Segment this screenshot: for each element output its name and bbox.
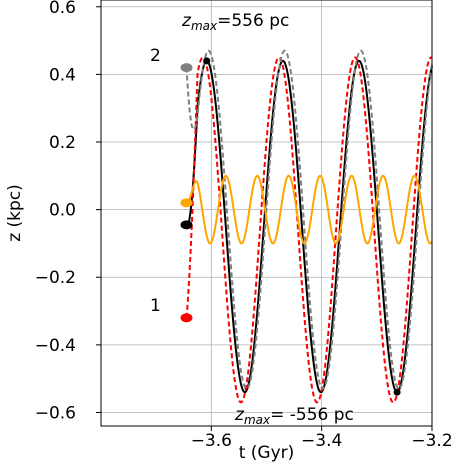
zmax-bottom-sub: max: [244, 413, 271, 427]
y-tick-label: 0.6: [49, 0, 76, 18]
series-line-2: [185, 56, 433, 404]
start-marker-4: [180, 198, 193, 208]
zmax-bottom-marker: [393, 388, 401, 396]
y-tick-label: −0.6: [35, 403, 76, 423]
start-marker-2: [180, 313, 193, 323]
x-tick-label: −3.2: [411, 431, 452, 451]
y-tick-label: 0.4: [49, 65, 76, 85]
zmax-top-sub: max: [191, 19, 218, 33]
start-marker-3: [180, 63, 193, 73]
y-tick-label: 0.2: [49, 133, 76, 153]
y-tick-label: −0.2: [35, 268, 76, 288]
start-marker-1: [180, 220, 193, 230]
x-tick-label: −3.4: [301, 431, 342, 451]
zmax-top-annotation: zmax=556 pc: [181, 11, 289, 33]
y-ticks: −0.6 −0.4 −0.2 0.0 0.2 0.4 0.6: [35, 0, 101, 423]
orbit-label-1: 1: [150, 296, 161, 316]
zmax-bottom-z: z: [234, 405, 245, 425]
zmax-top-text: =556 pc: [217, 11, 289, 31]
series-group: [185, 49, 433, 404]
series-line-3: [185, 49, 433, 390]
orbit-label-2: 2: [150, 46, 161, 66]
plot-frame: [100, 0, 433, 427]
y-axis-label: z (kpc): [5, 184, 25, 242]
x-tick-label: −3.6: [191, 431, 232, 451]
zmax-bottom-text: = -556 pc: [270, 405, 354, 425]
x-axis-label: t (Gyr): [239, 443, 295, 463]
zmax-top-z: z: [181, 11, 192, 31]
zmax-top-marker: [203, 57, 211, 65]
series-line-1: [185, 59, 433, 394]
x-ticks: −3.6 −3.4 −3.2: [191, 426, 453, 451]
y-tick-label: −0.4: [35, 336, 76, 356]
marker-group: [180, 57, 401, 396]
series-line-4: [186, 174, 433, 245]
y-tick-label: 0.0: [49, 201, 76, 221]
zmax-bottom-annotation: zmax= -556 pc: [234, 405, 354, 427]
